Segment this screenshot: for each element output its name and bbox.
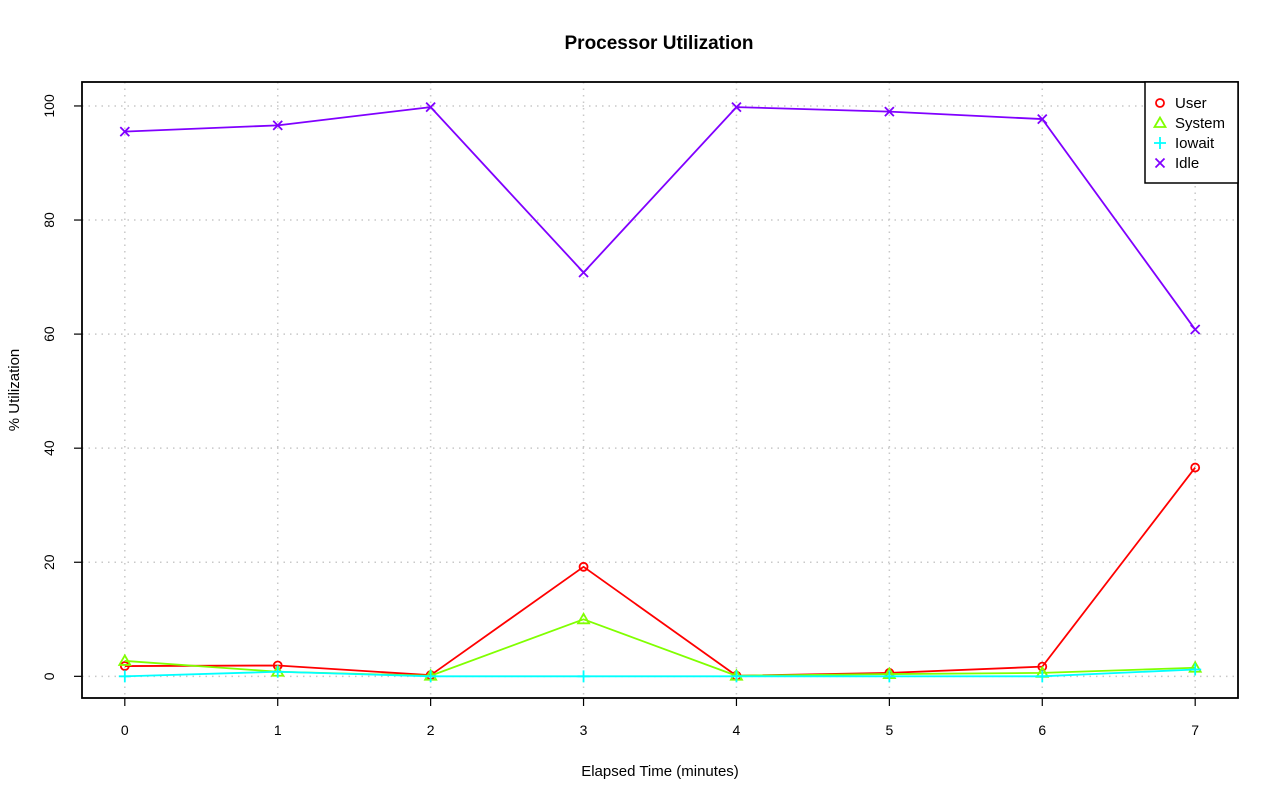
y-tick-label: 20 <box>41 554 57 570</box>
data-point-iowait <box>577 670 590 683</box>
legend-label-idle: Idle <box>1175 155 1199 172</box>
x-tick-label: 3 <box>580 722 588 738</box>
series-line-idle <box>124 106 1196 331</box>
y-tick-label: 40 <box>41 440 57 456</box>
series-system <box>117 611 1203 681</box>
legend-label-user: User <box>1175 95 1207 112</box>
y-tick-label: 80 <box>41 212 57 228</box>
data-point-idle <box>884 106 895 117</box>
series-line-iowait <box>124 668 1196 678</box>
legend-marker-idle <box>1154 157 1166 169</box>
x-tick-label: 1 <box>274 722 282 738</box>
series-user <box>119 462 1201 681</box>
data-point-system <box>117 653 132 666</box>
data-point-idle <box>425 101 436 113</box>
y-tick-label: 60 <box>41 326 57 342</box>
data-point-iowait <box>1189 663 1202 676</box>
x-axis-label: Elapsed Time (minutes) <box>581 763 739 780</box>
y-axis: 0 20 40 60 80 100 <box>41 94 82 680</box>
data-point-iowait <box>271 665 284 678</box>
legend: User System Iowait Idle <box>1144 81 1239 184</box>
data-point-iowait <box>424 670 437 683</box>
data-point-system <box>576 611 591 625</box>
x-tick-label: 2 <box>427 722 435 738</box>
data-point-idle <box>578 267 589 278</box>
series-idle <box>119 101 1201 335</box>
series-line-user <box>124 467 1196 677</box>
data-point-iowait <box>1036 670 1049 683</box>
data-point-user <box>578 561 589 572</box>
data-point-idle <box>731 101 742 113</box>
x-tick-label: 4 <box>733 722 741 738</box>
x-tick-label: 7 <box>1191 722 1199 738</box>
x-axis: 0 1 2 3 4 5 6 7 <box>121 698 1199 738</box>
data-point-iowait <box>118 670 131 683</box>
y-tick-label: 100 <box>41 94 57 118</box>
data-point-user <box>1190 462 1201 473</box>
data-point-idle <box>1190 324 1201 335</box>
plot-frame <box>81 81 1239 699</box>
series-iowait <box>118 663 1202 683</box>
x-tick-label: 5 <box>885 722 893 738</box>
legend-marker-iowait <box>1154 137 1166 149</box>
legend-label-system: System <box>1175 115 1225 132</box>
y-tick-label: 0 <box>41 672 57 680</box>
data-point-idle <box>272 120 283 131</box>
grid <box>82 82 1238 698</box>
x-tick-label: 0 <box>121 722 129 738</box>
legend-marker-system <box>1152 115 1168 128</box>
chart-title: Processor Utilization <box>565 33 754 54</box>
data-point-idle <box>119 126 130 137</box>
data-point-idle <box>1037 113 1048 125</box>
y-axis-label: % Utilization <box>6 349 23 432</box>
data-point-iowait <box>730 670 743 683</box>
legend-marker-user <box>1155 98 1165 108</box>
data-point-iowait <box>883 670 896 683</box>
legend-label-iowait: Iowait <box>1175 135 1215 152</box>
series-layer <box>117 101 1203 683</box>
x-tick-label: 6 <box>1038 722 1046 738</box>
data-point-user <box>119 661 130 671</box>
